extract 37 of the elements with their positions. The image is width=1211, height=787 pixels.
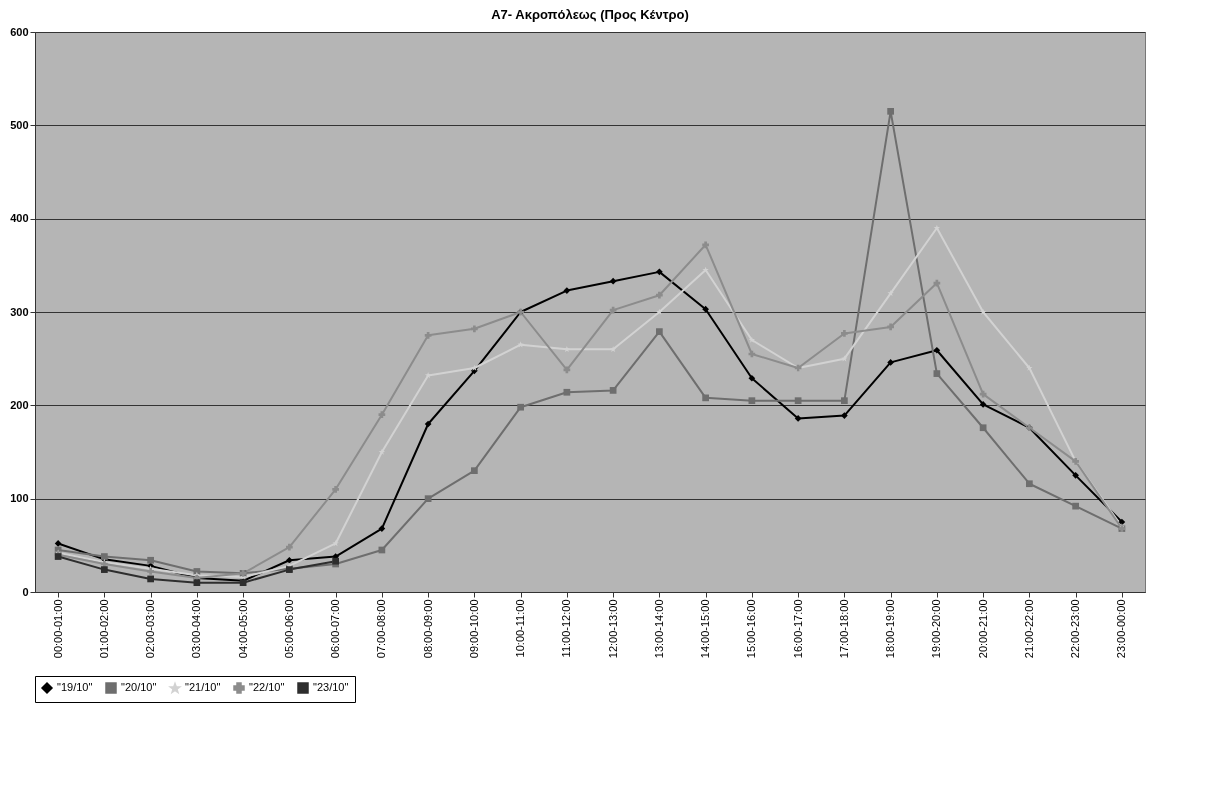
- chart-title: Α7- Ακροπόλεως (Προς Κέντρο): [491, 7, 689, 22]
- legend-label: "22/10": [249, 681, 285, 693]
- legend-label: "21/10": [185, 681, 221, 694]
- legend-label: "20/10": [121, 681, 157, 693]
- x-tick-label: 03:00-04:00: [190, 599, 203, 659]
- x-tick-label: 21:00-22:00: [1022, 599, 1035, 659]
- x-tick-label: 13:00-14:00: [652, 599, 665, 659]
- legend-label: "23/10": [313, 681, 349, 693]
- y-tick-label: 500: [10, 118, 29, 131]
- x-tick-label: 05:00-06:00: [282, 599, 295, 659]
- y-tick-label: 600: [10, 25, 29, 38]
- x-tick-label: 19:00-20:00: [930, 599, 943, 659]
- y-tick-label: 200: [10, 398, 29, 411]
- x-tick-label: 00:00-01:00: [51, 599, 64, 659]
- x-tick-label: 08:00-09:00: [421, 599, 434, 659]
- x-tick-label: 04:00-05:00: [236, 599, 249, 659]
- x-tick-label: 01:00-02:00: [97, 599, 110, 659]
- legend-label: "19/10": [57, 681, 93, 693]
- x-tick-label: 14:00-15:00: [699, 599, 712, 659]
- x-tick-label: 20:00-21:00: [976, 599, 989, 659]
- y-tick-label: 100: [10, 492, 29, 505]
- x-tick-label: 12:00-13:00: [606, 599, 619, 659]
- x-tick-label: 06:00-07:00: [329, 599, 342, 659]
- y-tick-label: 400: [10, 212, 29, 225]
- x-tick-label: 11:00-12:00: [560, 599, 573, 658]
- x-tick-label: 18:00-19:00: [884, 599, 897, 659]
- x-tick-label: 15:00-16:00: [745, 599, 758, 659]
- x-tick-label: 07:00-08:00: [375, 599, 388, 659]
- y-tick-label: 0: [22, 585, 29, 598]
- x-tick-label: 10:00-11:00: [514, 599, 527, 658]
- y-tick-label: 300: [10, 305, 29, 318]
- x-tick-label: 23:00-00:00: [1115, 599, 1128, 659]
- x-tick-label: 22:00-23:00: [1069, 599, 1082, 659]
- x-tick-label: 16:00-17:00: [791, 599, 804, 659]
- x-tick-label: 02:00-03:00: [144, 599, 157, 659]
- x-tick-label: 09:00-10:00: [467, 599, 480, 659]
- x-tick-label: 17:00-18:00: [837, 599, 850, 659]
